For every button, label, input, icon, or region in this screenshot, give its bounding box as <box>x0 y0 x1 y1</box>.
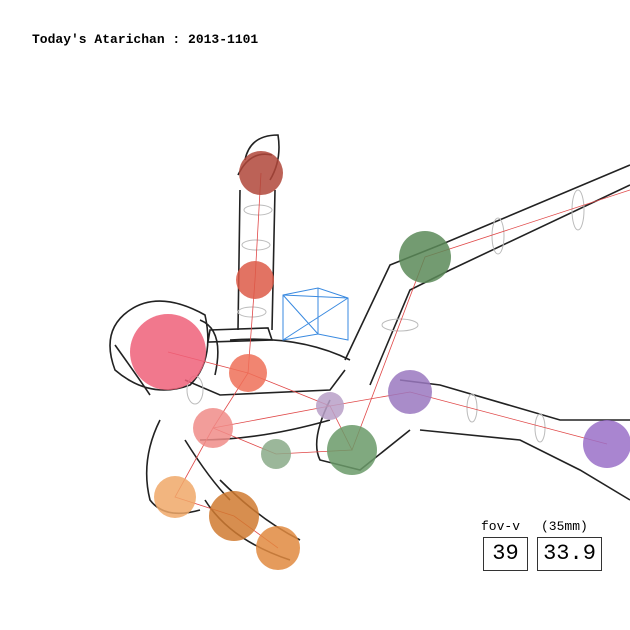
camera-gizmo <box>282 287 349 341</box>
joint[interactable] <box>209 491 259 541</box>
joint[interactable] <box>327 425 377 475</box>
focal-input[interactable]: 33.9 <box>537 537 602 571</box>
joints <box>130 151 630 570</box>
limb-rings <box>186 189 585 443</box>
joint[interactable] <box>239 151 283 195</box>
joint[interactable] <box>261 439 291 469</box>
joint[interactable] <box>236 261 274 299</box>
joint[interactable] <box>130 314 206 390</box>
joint[interactable] <box>583 420 630 468</box>
joint[interactable] <box>316 392 344 420</box>
joint[interactable] <box>229 354 267 392</box>
joint[interactable] <box>388 370 432 414</box>
joint[interactable] <box>399 231 451 283</box>
fov-input[interactable]: 39 <box>483 537 528 571</box>
joint[interactable] <box>256 526 300 570</box>
title: Today's Atarichan : 2013-1101 <box>32 32 259 47</box>
joint[interactable] <box>193 408 233 448</box>
fov-label: fov-v <box>481 519 521 534</box>
joint[interactable] <box>154 476 196 518</box>
fov-unit: (35mm) <box>541 519 588 534</box>
